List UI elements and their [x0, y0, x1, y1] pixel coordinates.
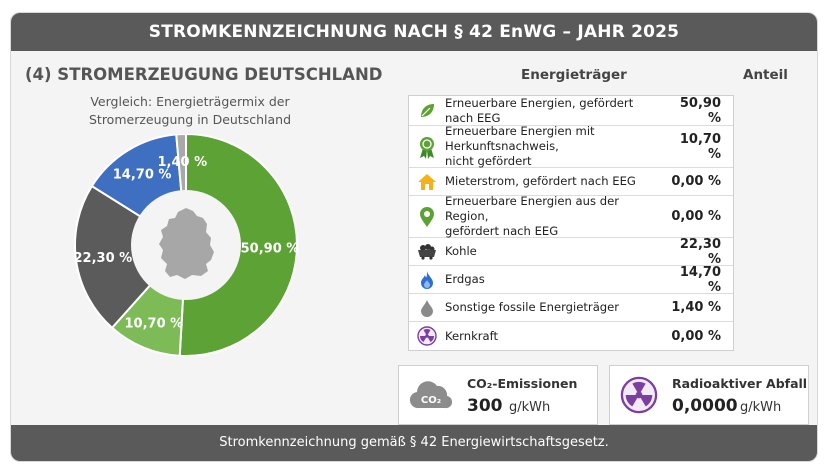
table-row: Kohle 22,30 % — [409, 236, 733, 267]
pie-slice-label: 50,90 % — [241, 241, 300, 256]
row-value: 10,70 % — [679, 131, 721, 162]
row-value: 50,90 % — [679, 95, 721, 126]
flame-icon — [409, 270, 445, 290]
radiation-large-icon — [620, 376, 658, 414]
column-header-energy: Energieträger — [521, 67, 627, 83]
leaf-icon — [409, 102, 445, 120]
germany-map-icon — [159, 208, 214, 279]
pie-chart: 50,90 % 10,70 % 22,30 % 14,70 %1,40 % — [74, 134, 300, 356]
award-icon — [409, 135, 445, 159]
location-pin-icon — [409, 206, 445, 228]
chart-subtitle-line2: Stromerzeugung in Deutschland — [88, 112, 292, 127]
pie-slice-label: 1,40 % — [157, 155, 207, 170]
waste-title: Radioaktiver Abfall — [672, 376, 808, 391]
energy-table: Erneuerbare Energien, gefördert nach EEG… — [408, 95, 734, 351]
coal-cart-icon — [409, 243, 445, 260]
table-row: Mieterstrom, gefördert nach EEG 0,00 % — [409, 168, 733, 196]
co2-emissions-box: CO₂ CO₂-Emissionen 300 g/kWh — [398, 365, 598, 425]
row-value: 1,40 % — [671, 300, 721, 315]
row-label: Erdgas — [445, 272, 485, 286]
table-row: Kernkraft 0,00 % — [409, 322, 733, 350]
pie-slice-label: 22,30 % — [74, 251, 133, 266]
pie-slice — [74, 184, 188, 330]
co2-cloud-icon: CO₂ — [409, 381, 453, 409]
row-label: Sonstige fossile Energieträger — [445, 300, 620, 314]
row-label: Erneuerbare Energien aus der Region, — [445, 194, 619, 223]
radioactive-waste-box: Radioaktiver Abfall 0,0000 g/kWh — [609, 365, 809, 425]
radiation-icon — [409, 326, 445, 346]
table-row: Erneuerbare Energien mit Herkunftsnachwe… — [409, 124, 733, 168]
chart-subtitle-line1: Vergleich: Energieträgermix der — [90, 94, 290, 109]
page-title: STROMKENNZEICHNUNG NACH § 42 EnWG – JAHR… — [11, 13, 817, 51]
row-label: Mieterstrom, gefördert nach EEG — [445, 174, 636, 188]
table-row: Erdgas 14,70 % — [409, 264, 733, 295]
column-header-share: Anteil — [743, 67, 788, 83]
row-label: Kohle — [445, 244, 477, 258]
house-icon — [409, 173, 445, 191]
section-title: (4) STROMERZEUGUNG DEUTSCHLAND — [25, 65, 383, 84]
co2-unit: g/kWh — [509, 400, 551, 415]
row-value: 22,30 % — [679, 236, 721, 267]
row-label-continued: nicht gefördert — [445, 154, 532, 168]
chart-subtitle: Vergleich: Energieträgermix der Stromerz… — [35, 93, 345, 129]
row-value: 0,00 % — [671, 328, 721, 344]
co2-value: 300 — [467, 396, 503, 416]
row-label: Erneuerbare Energien mit Herkunftsnachwe… — [445, 124, 595, 153]
row-value: 14,70 % — [679, 264, 721, 295]
row-label: Kernkraft — [445, 328, 499, 343]
pie-slice-label: 10,70 % — [125, 317, 184, 332]
footer-note: Stromkennzeichnung gemäß § 42 Energiewir… — [11, 425, 817, 461]
oil-drop-icon — [409, 299, 445, 317]
waste-value: 0,0000 — [672, 396, 738, 416]
row-value: 0,00 % — [671, 174, 721, 189]
table-row: Erneuerbare Energien, gefördert nach EEG… — [409, 96, 733, 126]
label-card: STROMKENNZEICHNUNG NACH § 42 EnWG – JAHR… — [10, 12, 818, 462]
pie-slice-label: 14,70 % — [113, 167, 172, 182]
row-label: Erneuerbare Energien, gefördert nach EEG — [445, 95, 634, 125]
co2-icon-text: CO₂ — [421, 395, 441, 406]
table-row: Sonstige fossile Energieträger 1,40 % — [409, 294, 733, 322]
row-label-continued: gefördert nach EEG — [445, 224, 559, 238]
row-value: 0,00 % — [671, 209, 721, 224]
table-row: Erneuerbare Energien aus der Region, gef… — [409, 194, 733, 238]
co2-title: CO₂-Emissionen — [467, 376, 578, 391]
waste-unit: g/kWh — [740, 400, 782, 415]
